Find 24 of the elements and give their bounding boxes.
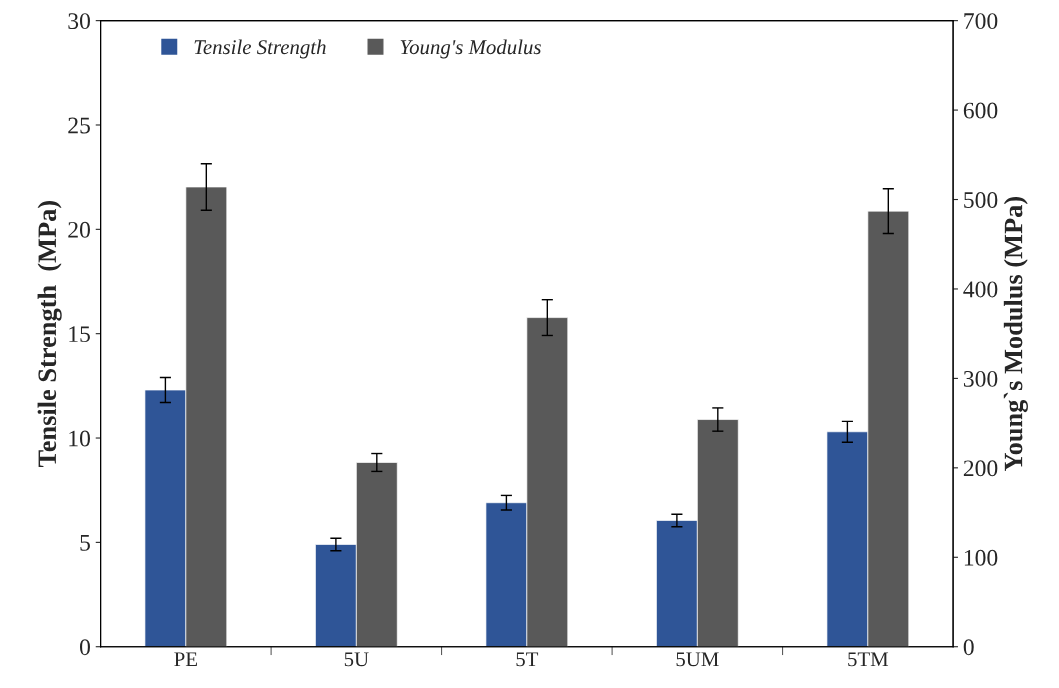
y2-tick-label: 300 [963, 370, 998, 387]
y-tick-label: 10 [69, 430, 90, 447]
y-axis-title: Tensile Strength (MPa) [37, 201, 62, 468]
y-tick-label: 30 [68, 13, 90, 30]
x-tick-label: 5U [344, 652, 369, 667]
x-tick-label: 5TM [848, 652, 889, 667]
y2-tick-label: 100 [964, 549, 998, 566]
legend-label: Tensile Strength [194, 39, 326, 59]
y2-tick-label: 500 [964, 192, 998, 208]
y2-tick-label: 700 [964, 13, 998, 30]
y-tick-label: 0 [79, 639, 90, 656]
x-tick-label: 5T [516, 652, 539, 667]
legend-label: Young's Modulus [400, 39, 541, 59]
y2-tick-label: 0 [963, 639, 974, 656]
y-tick-label: 15 [69, 326, 90, 343]
x-tick-label: 5UM [676, 652, 719, 667]
y2-tick-label: 600 [963, 102, 998, 119]
y2-tick-label: 200 [963, 460, 998, 477]
y-tick-label: 20 [68, 221, 90, 238]
y-tick-label: 25 [68, 117, 90, 134]
y2-tick-label: 400 [963, 281, 998, 298]
x-tick-label: PE [174, 652, 197, 667]
y-tick-label: 5 [80, 535, 90, 551]
y2-axis-title: Young`s Modulus (MPa) [1003, 197, 1028, 472]
